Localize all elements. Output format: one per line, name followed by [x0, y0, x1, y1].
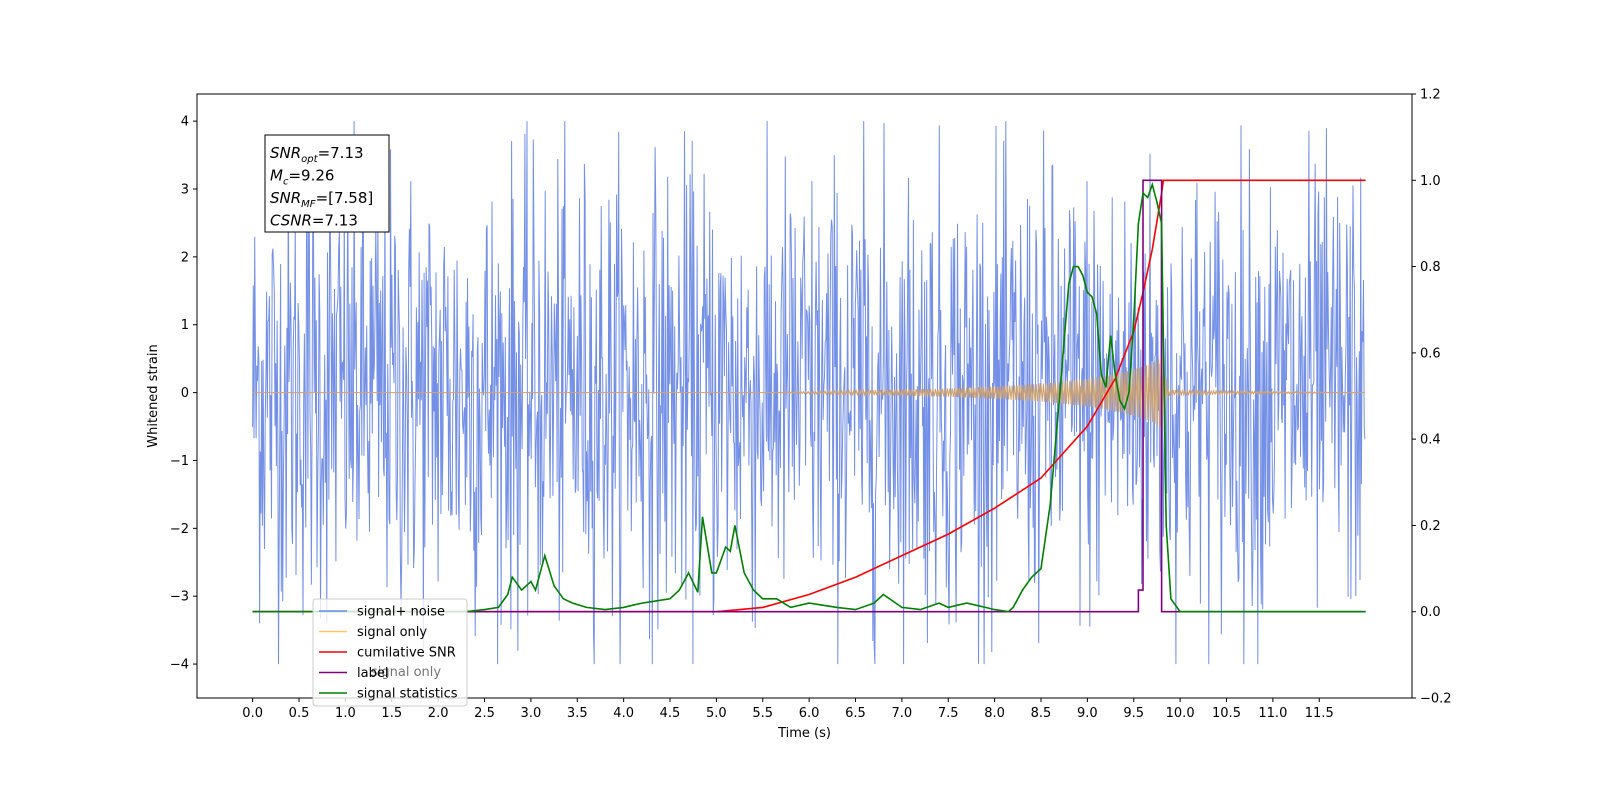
plot-frame	[196, 93, 1413, 699]
x-tick-label: 5.0	[706, 706, 727, 721]
legend-label: cumilative SNR	[357, 646, 456, 661]
y-axis-label: Whitened strain	[146, 344, 161, 447]
x-tick-label: 4.5	[660, 706, 681, 721]
legend-label: signal statistics	[357, 687, 458, 702]
y-tick-label: 2	[181, 250, 189, 265]
x-tick-label: 3.0	[521, 706, 542, 721]
x-tick-label: 9.0	[1077, 706, 1098, 721]
x-axis-label: Time (s)	[777, 726, 831, 741]
y-tick-label: −3	[170, 590, 189, 605]
y-axis-left: −4 −3 −2 −1 0 1 2 3 4	[170, 115, 197, 673]
x-tick-label: 8.0	[984, 706, 1005, 721]
y2-tick-label: 0.6	[1420, 346, 1441, 361]
x-tick-label: 10.0	[1166, 706, 1195, 721]
x-tick-label: 3.5	[567, 706, 588, 721]
y2-tick-label: 1.0	[1420, 174, 1441, 189]
x-tick-label: 2.5	[474, 706, 495, 721]
x-tick-label: 6.0	[799, 706, 820, 721]
signal-noise-series	[252, 121, 1366, 665]
y2-tick-label: −0.2	[1420, 692, 1452, 707]
legend: signal only signal+ noise signal only cumil…	[312, 598, 468, 707]
label-line	[252, 179, 1366, 613]
legend-label: label	[357, 666, 388, 681]
y-tick-label: −2	[170, 522, 189, 537]
x-tick-label: 0.0	[242, 706, 263, 721]
legend-occluded-text: signal only	[371, 665, 441, 680]
x-tick-label: 7.0	[892, 706, 913, 721]
y-tick-label: 1	[181, 318, 189, 333]
y-tick-label: 4	[181, 115, 189, 130]
x-tick-label: 6.5	[845, 706, 866, 721]
x-axis: 0.0 0.5 1.0 1.5 2.0 2.5 3.0 3.5 4.0 4.5 5.0 5.5 6.0 6…	[242, 698, 1334, 721]
x-tick-label: 2.0	[428, 706, 449, 721]
x-tick-label: 11.0	[1258, 706, 1287, 721]
y2-tick-label: 0.0	[1420, 605, 1441, 620]
x-tick-label: 1.0	[335, 706, 356, 721]
signal-only-series	[252, 355, 1365, 430]
x-tick-label: 9.5	[1123, 706, 1144, 721]
annotation-line: Mc=9.26	[270, 167, 334, 188]
legend-frame	[312, 598, 468, 707]
legend-label: signal+ noise	[357, 605, 445, 620]
annotation-line: SNRopt=7.13	[270, 144, 364, 165]
y-tick-label: −4	[170, 658, 189, 673]
x-tick-label: 4.0	[613, 706, 634, 721]
x-tick-label: 0.5	[289, 706, 310, 721]
annotation-frame	[264, 134, 390, 233]
annotation-line: SNRMF=[7.58]	[270, 189, 373, 210]
line-series-group	[252, 179, 1366, 613]
y2-tick-label: 1.2	[1420, 88, 1441, 103]
signal-statistics-line	[252, 181, 1366, 613]
y2-tick-label: 0.4	[1420, 433, 1441, 448]
x-tick-label: 1.5	[381, 706, 402, 721]
x-tick-label: 8.5	[1031, 706, 1052, 721]
y2-tick-label: 0.8	[1420, 260, 1441, 275]
signal-noise-line	[252, 121, 1366, 665]
y-tick-label: −1	[170, 454, 189, 469]
x-tick-label: 5.5	[752, 706, 773, 721]
x-tick-label: 7.5	[938, 706, 959, 721]
y-axis-right: −0.2 0.0 0.2 0.4 0.6 0.8 1.0 1.2	[1412, 88, 1452, 707]
y-tick-label: 0	[181, 386, 189, 401]
y2-tick-label: 0.2	[1420, 519, 1441, 534]
legend-label: signal only	[357, 625, 427, 640]
y-tick-label: 3	[181, 183, 189, 198]
x-tick-label: 11.5	[1305, 706, 1334, 721]
signal-only-line	[252, 355, 1365, 430]
x-tick-label: 10.5	[1212, 706, 1241, 721]
annotation-line: CSNR=7.13	[270, 212, 358, 230]
